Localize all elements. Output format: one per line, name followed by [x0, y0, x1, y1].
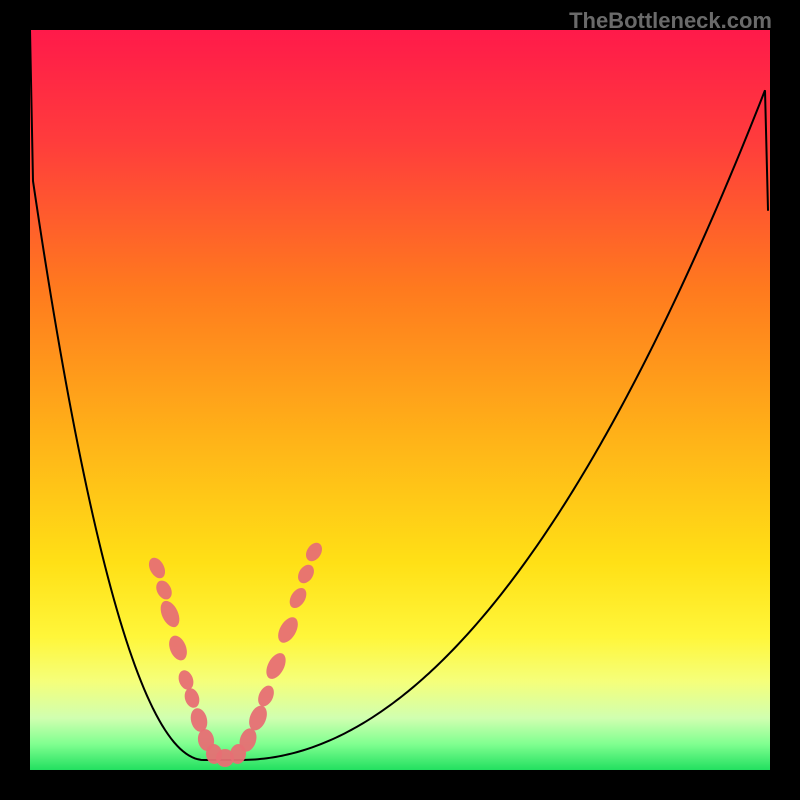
watermark-text: TheBottleneck.com	[569, 8, 772, 34]
chart-container: TheBottleneck.com	[0, 0, 800, 800]
plot-area	[30, 30, 770, 770]
plot-svg	[30, 30, 770, 770]
